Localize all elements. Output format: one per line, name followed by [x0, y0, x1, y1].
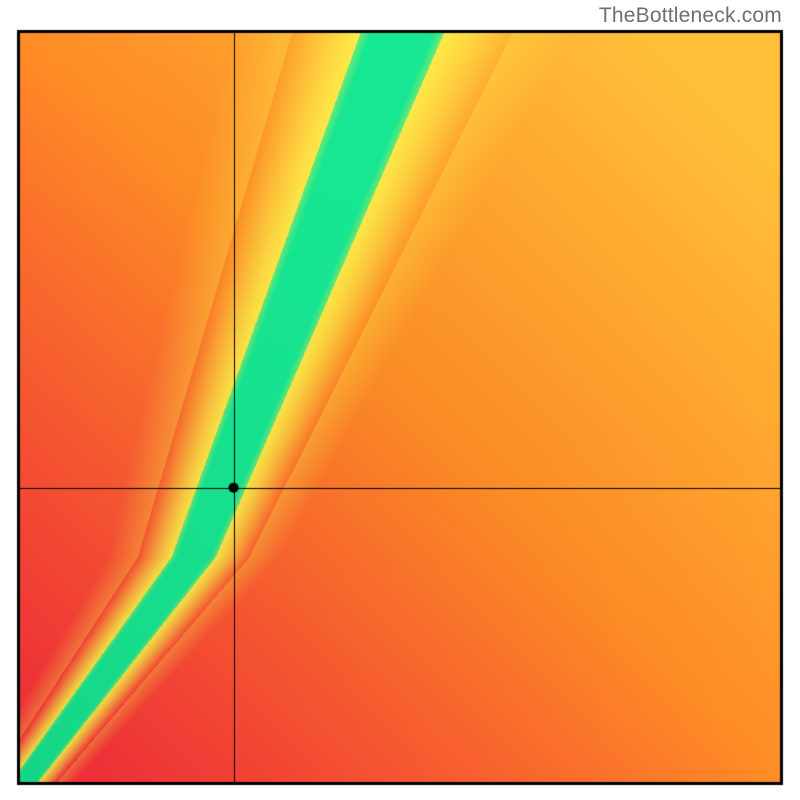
watermark-text: TheBottleneck.com [599, 4, 782, 28]
heatmap-canvas [0, 0, 800, 800]
chart-container: TheBottleneck.com [0, 0, 800, 800]
